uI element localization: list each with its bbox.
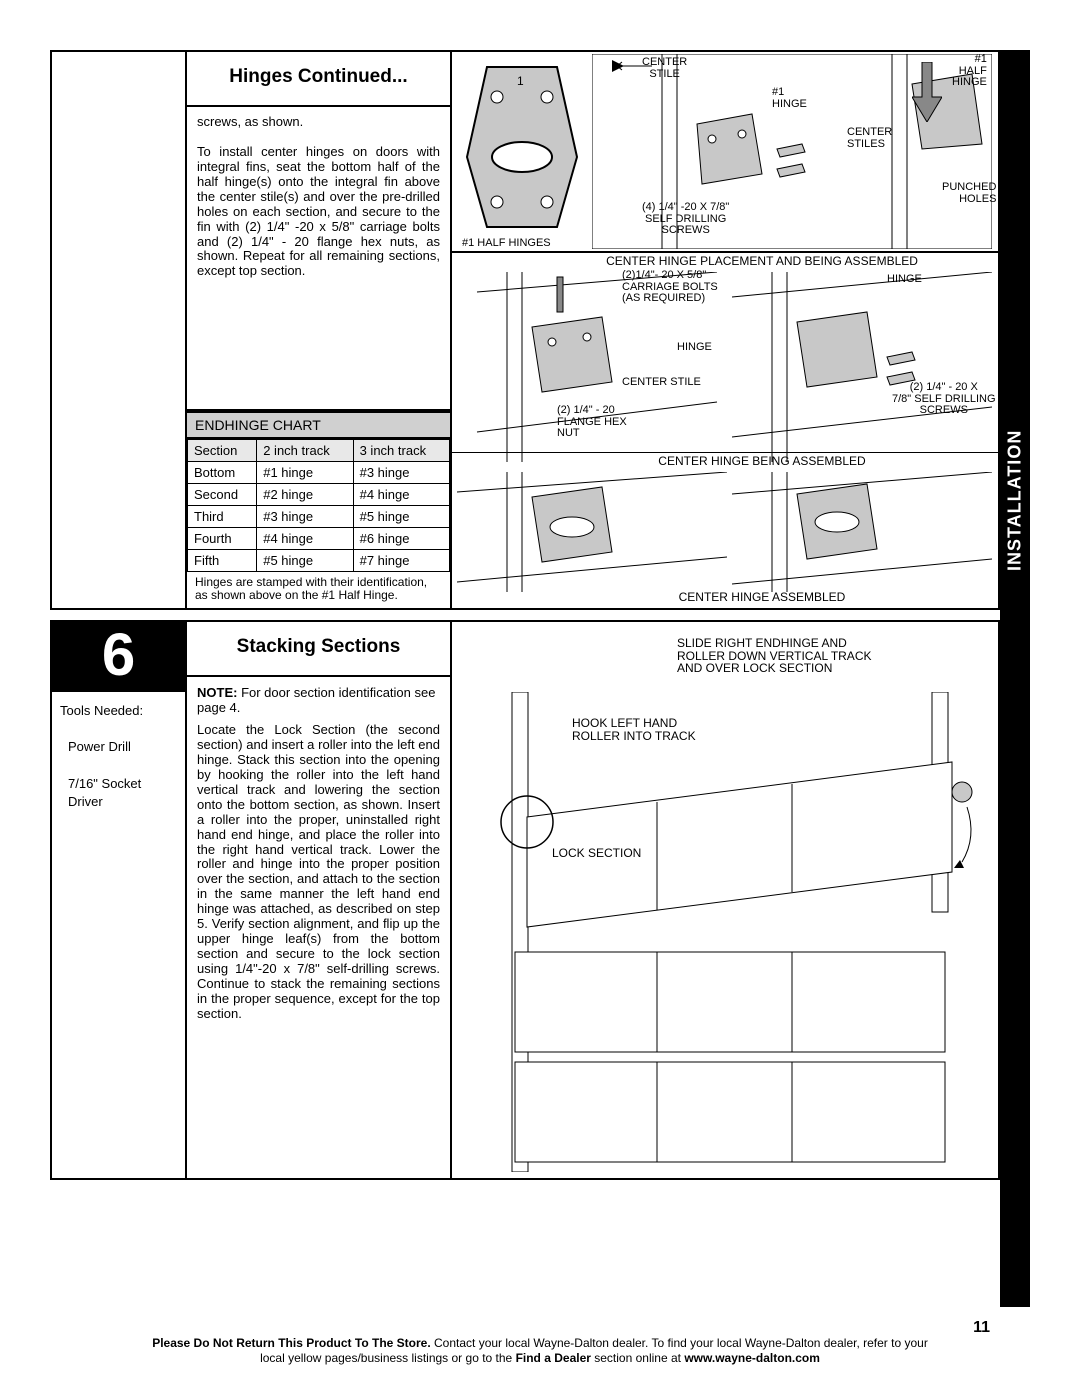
table-cell: Second bbox=[188, 483, 257, 505]
chart-note: Hinges are stamped with their identifica… bbox=[187, 572, 450, 608]
table-cell: #4 hinge bbox=[257, 527, 353, 549]
tool-item: 7/16" Socket Driver bbox=[68, 775, 177, 811]
half-hinge-label: #1 HALF HINGE bbox=[952, 54, 987, 89]
hinges-body-text: To install center hinges on doors with i… bbox=[197, 144, 440, 279]
tool-item: Power Drill bbox=[68, 738, 131, 756]
table-cell: #7 hinge bbox=[353, 549, 449, 571]
assembling-diagram-right bbox=[732, 272, 992, 462]
assembled-diagram-right bbox=[732, 472, 992, 592]
col-head-0: Section bbox=[188, 439, 257, 461]
page-number: 11 bbox=[973, 1319, 990, 1337]
carriage-bolts-label: (2)1/4"- 20 X 5/8" CARRIAGE BOLTS (AS RE… bbox=[622, 270, 718, 305]
caption2: CENTER HINGE BEING ASSEMBLED bbox=[532, 454, 992, 468]
hinges-body: screws, as shown. To install center hing… bbox=[187, 107, 450, 287]
hinges-continued-block: Hinges Continued... screws, as shown. To… bbox=[50, 50, 1000, 610]
caption3: CENTER HINGE ASSEMBLED bbox=[532, 590, 992, 604]
num1-hinge-label: #1 HINGE bbox=[772, 87, 807, 110]
center-stile2-label: CENTER STILE bbox=[622, 377, 701, 389]
lead-line: screws, as shown. bbox=[197, 114, 303, 129]
hinge-label-r: HINGE bbox=[887, 274, 922, 286]
table-cell: #2 hinge bbox=[257, 483, 353, 505]
tools-needed: Tools Needed: Power Drill 7/16" Socket D… bbox=[52, 692, 185, 821]
footer-url: www.wayne-dalton.com bbox=[684, 1351, 820, 1365]
screws2-label: (2) 1/4" - 20 X 7/8" SELF DRILLING SCREW… bbox=[892, 382, 996, 417]
half-hinges-label: #1 HALF HINGES bbox=[462, 238, 551, 250]
stacking-diagram: SLIDE RIGHT ENDHINGE AND ROLLER DOWN VER… bbox=[452, 622, 998, 1178]
hook-left-label: HOOK LEFT HAND ROLLER INTO TRACK bbox=[572, 717, 696, 742]
assembled-diagram-left bbox=[457, 472, 727, 592]
step-number: 6 bbox=[52, 622, 185, 692]
footer-line2b: section online at bbox=[591, 1351, 684, 1365]
stacking-title: Stacking Sections bbox=[187, 622, 450, 677]
note-prefix: NOTE: bbox=[197, 685, 237, 700]
table-cell: Third bbox=[188, 505, 257, 527]
section-tab: INSTALLATION bbox=[1000, 410, 1030, 590]
table-cell: #4 hinge bbox=[353, 483, 449, 505]
stacking-sections-block: 6 Tools Needed: Power Drill 7/16" Socket… bbox=[50, 620, 1000, 1180]
footer-line1: Contact your local Wayne-Dalton dealer. … bbox=[431, 1336, 928, 1350]
table-cell: Bottom bbox=[188, 461, 257, 483]
slide-right-label: SLIDE RIGHT ENDHINGE AND ROLLER DOWN VER… bbox=[677, 637, 871, 675]
svg-text:1: 1 bbox=[517, 74, 524, 88]
chart-title: ENDHINGE CHART bbox=[187, 411, 450, 439]
center-stiles-label: CENTER STILES bbox=[847, 127, 892, 150]
top-left-spacer bbox=[52, 52, 187, 608]
arrow-down-icon bbox=[912, 62, 942, 122]
footer: Please Do Not Return This Product To The… bbox=[50, 1336, 1030, 1367]
col-head-2: 3 inch track bbox=[353, 439, 449, 461]
caption1: CENTER HINGE PLACEMENT AND BEING ASSEMBL… bbox=[532, 254, 992, 268]
half-hinge-icon: 1 bbox=[457, 57, 587, 237]
leader-arrow bbox=[612, 60, 652, 75]
table-cell: #5 hinge bbox=[353, 505, 449, 527]
punched-holes-label: PUNCHED HOLES bbox=[942, 182, 996, 205]
stacking-body: Locate the Lock Section (the second sect… bbox=[187, 719, 450, 1030]
table-cell: #1 hinge bbox=[257, 461, 353, 483]
footer-bold: Please Do Not Return This Product To The… bbox=[152, 1336, 430, 1350]
table-cell: Fifth bbox=[188, 549, 257, 571]
stacking-illustration bbox=[472, 692, 982, 1172]
lock-section-label: LOCK SECTION bbox=[552, 847, 641, 860]
tools-label: Tools Needed: bbox=[60, 703, 143, 718]
endhinge-chart: ENDHINGE CHART Section 2 inch track 3 in… bbox=[187, 411, 450, 608]
table-cell: #3 hinge bbox=[257, 505, 353, 527]
table-cell: #3 hinge bbox=[353, 461, 449, 483]
flange-nut-label: (2) 1/4" - 20 FLANGE HEX NUT bbox=[557, 405, 627, 440]
hinges-title: Hinges Continued... bbox=[187, 52, 450, 107]
endhinge-table: Section 2 inch track 3 inch track Bottom… bbox=[187, 439, 450, 572]
table-cell: #6 hinge bbox=[353, 527, 449, 549]
stacking-note: NOTE: For door section identification se… bbox=[187, 677, 450, 719]
hinge-label-l: HINGE bbox=[677, 342, 712, 354]
table-cell: #5 hinge bbox=[257, 549, 353, 571]
self-drilling-label: (4) 1/4" -20 X 7/8" SELF DRILLING SCREWS bbox=[642, 202, 729, 237]
table-cell: Fourth bbox=[188, 527, 257, 549]
col-head-1: 2 inch track bbox=[257, 439, 353, 461]
footer-find-dealer: Find a Dealer bbox=[516, 1351, 591, 1365]
top-diagram: 1 #1 HALF HINGES bbox=[452, 52, 998, 608]
footer-line2a: local yellow pages/business listings or … bbox=[260, 1351, 515, 1365]
